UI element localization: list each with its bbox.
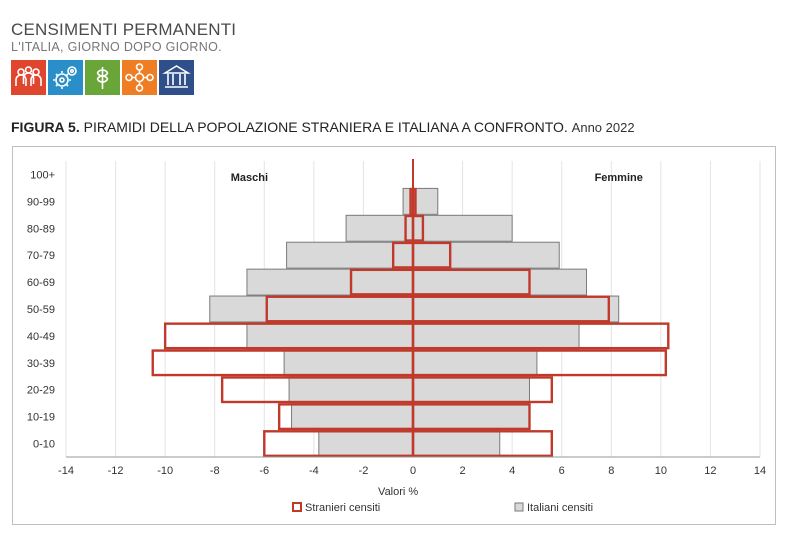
brand-title: CENSIMENTI PERMANENTI xyxy=(11,20,237,39)
institution-icon xyxy=(159,60,194,95)
category-label: 90-99 xyxy=(27,196,55,208)
x-tick-label: -14 xyxy=(58,465,74,477)
figure-title: PIRAMIDI DELLA POPOLAZIONE STRANIERA E I… xyxy=(83,119,568,135)
gears-icon xyxy=(48,60,83,95)
x-tick-label: -2 xyxy=(359,465,369,477)
x-tick-label: 0 xyxy=(410,465,416,477)
x-tick-label: -12 xyxy=(108,465,124,477)
category-label: 80-89 xyxy=(27,223,55,235)
x-tick-label: -6 xyxy=(259,465,269,477)
x-tick-label: 12 xyxy=(704,465,716,477)
x-tick-label: 4 xyxy=(509,465,515,477)
italiani-male-bar xyxy=(283,349,414,377)
x-tick-label: 6 xyxy=(559,465,565,477)
chart-container: 100+ 90-99 80-89 70-79 60-69 50-59 40-49 30-39 2… xyxy=(12,146,776,525)
italiani-female-bar xyxy=(412,268,587,296)
italiani-female-bar xyxy=(412,403,530,431)
italiani-female-bar xyxy=(412,295,620,323)
figure-number: FIGURA 5. xyxy=(11,119,80,135)
male-label: Maschi xyxy=(231,172,268,184)
italiani-female-bar xyxy=(412,376,530,404)
italiani-female-bar xyxy=(412,349,538,377)
x-tick-label: 14 xyxy=(754,465,766,477)
legend-swatch-italiani xyxy=(514,502,524,512)
population-pyramid-chart: 100+ 90-99 80-89 70-79 60-69 50-59 40-49 30-39 2… xyxy=(27,159,766,514)
italiani-male-bar xyxy=(291,403,414,431)
italiani-female-bar xyxy=(412,187,439,215)
wheat-icon xyxy=(85,60,120,95)
figure-year: Anno 2022 xyxy=(571,120,635,135)
legend-swatch-stranieri xyxy=(292,502,302,512)
logo-row xyxy=(11,60,194,95)
category-label: 70-79 xyxy=(27,250,55,262)
italiani-female-bar xyxy=(412,214,513,242)
x-tick-label: -4 xyxy=(309,465,319,477)
category-label: 30-39 xyxy=(27,358,55,370)
x-tick-label: -10 xyxy=(157,465,173,477)
x-tick-label: 8 xyxy=(608,465,614,477)
italiani-female-bar xyxy=(412,322,580,350)
italiani-male-bar xyxy=(209,295,414,323)
legend-label-italiani: Italiani censiti xyxy=(527,502,593,514)
italiani-female-bar xyxy=(412,430,501,458)
category-label: 0-10 xyxy=(33,439,55,451)
category-label: 40-49 xyxy=(27,331,55,343)
brand-subtitle: L'ITALIA, GIORNO DOPO GIORNO. xyxy=(11,40,222,54)
italiani-male-bar xyxy=(288,376,414,404)
people-icon xyxy=(11,60,46,95)
category-label: 50-59 xyxy=(27,304,55,316)
figure-heading: FIGURA 5. PIRAMIDI DELLA POPOLAZIONE STR… xyxy=(11,119,635,135)
female-label: Femmine xyxy=(595,172,643,184)
italiani-male-bar xyxy=(345,214,414,242)
x-tick-label: -8 xyxy=(210,465,220,477)
italiani-male-bar xyxy=(318,430,414,458)
category-label: 60-69 xyxy=(27,277,55,289)
x-tick-label: 2 xyxy=(460,465,466,477)
x-axis-title: Valori % xyxy=(378,486,418,498)
italiani-male-bar xyxy=(286,241,414,269)
category-label: 20-29 xyxy=(27,385,55,397)
network-icon xyxy=(122,60,157,95)
italiani-female-bar xyxy=(412,241,560,269)
italiani-male-bar xyxy=(246,268,414,296)
x-tick-label: 10 xyxy=(655,465,667,477)
legend-label-stranieri: Stranieri censiti xyxy=(305,502,380,514)
italiani-male-bar xyxy=(246,322,414,350)
category-label: 10-19 xyxy=(27,412,55,424)
category-label: 100+ xyxy=(30,169,55,181)
